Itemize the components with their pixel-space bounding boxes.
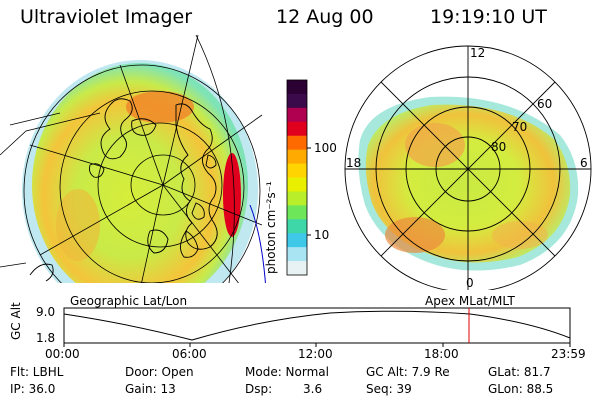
mlt-label-12: 12 [470,46,486,60]
altitude-plot: GC Alt [9,302,571,347]
colorbar-segment [287,205,307,220]
geographic-label: Geographic Lat/Lon [70,294,188,308]
colorbar-unit: photon cm⁻²s⁻¹ [264,181,278,274]
mlat-label-60: 60 [537,97,553,111]
colorbar-segment [287,107,307,123]
status-glon: GLon: 88.5 [488,382,554,396]
altitude-curve [63,310,571,341]
emission-hotspot [126,91,194,123]
xtick-0600: 06:00 [172,347,207,361]
status-flt: Flt: LBHL [10,365,64,379]
coastlines [29,98,218,282]
colorbar-segment [287,163,307,178]
mlt-label-6: 6 [580,156,588,170]
xtick-1800: 18:00 [424,347,459,361]
xtick-2359: 23:59 [551,347,586,361]
altitude-ytick-max: 9.0 [36,305,56,319]
image-date: 12 Aug 00 [276,6,374,28]
mlat-label-80: 80 [491,140,507,154]
colorbar-segment [287,149,307,165]
status-seq: Seq: 39 [366,382,412,396]
colorbar-segment [287,247,307,262]
dayglow-edge [223,153,241,237]
altitude-axis-label: GC Alt [9,302,23,340]
status-gc-alt: GC Alt: 7.9 Re [366,365,450,379]
apex-label: Apex MLat/MLT [425,294,515,308]
status-mode: Mode: Normal [245,365,329,379]
status-glat: GLat: 81.7 [488,365,551,379]
altitude-plot-frame [63,307,571,344]
lat-lon-grid [9,35,263,283]
mlt-label-0: 0 [466,276,474,290]
colorbar-segment [287,93,307,109]
status-gain: Gain: 13 [125,382,176,396]
terminator-line [249,204,266,283]
colorbar-segment [287,80,307,95]
colorbar-tick-10: 10 [314,228,330,242]
mlat-label-70: 70 [512,120,528,134]
status-dsp-label: Dsp: [245,382,273,396]
mlat-mlt-grid [344,45,592,290]
colorbar-segment [287,121,307,137]
altitude-ytick-min: 1.8 [36,331,56,345]
colorbar-segment [287,219,307,234]
colorbar-segment [287,233,307,248]
geographic-map [0,35,266,283]
xtick-1200: 12:00 [298,347,333,361]
colorbar-segment [287,191,307,206]
colorbar-segment [287,135,307,151]
colorbar-segment [287,177,307,192]
status-dsp-value: 3.6 [303,382,323,396]
colorbar-segment [287,261,307,276]
apex-polar-map [344,45,592,290]
mlt-label-18: 18 [346,156,362,170]
status-door: Door: Open [125,365,194,379]
colorbar-tick-100: 100 [314,141,337,155]
status-ip: IP: 36.0 [10,382,56,396]
xtick-0000: 00:00 [45,347,80,361]
image-time: 19:19:10 UT [430,6,547,28]
instrument-title: Ultraviolet Imager [20,6,193,28]
colorbar: photon cm⁻²s⁻¹ [264,79,311,276]
